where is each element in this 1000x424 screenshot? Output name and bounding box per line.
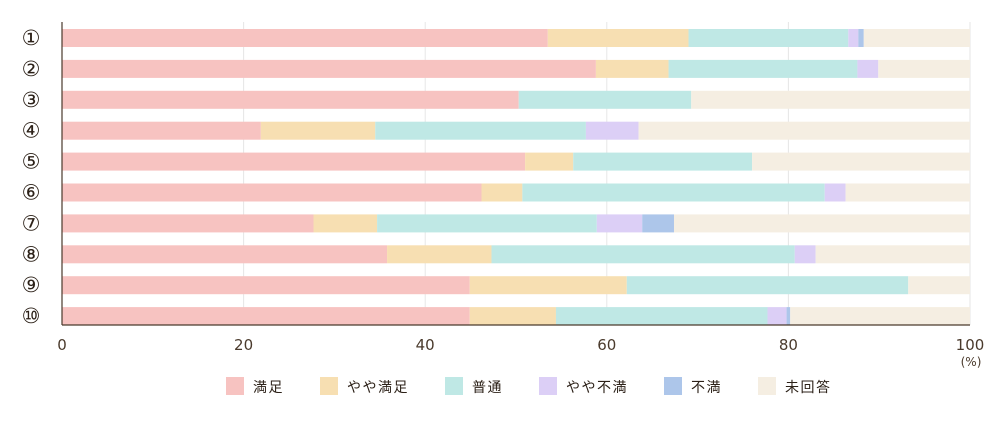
bar-10-series-1 xyxy=(62,307,470,326)
x-tick-label-80: 80 xyxy=(779,336,798,354)
x-tick-label-60: 60 xyxy=(597,336,616,354)
bar-10-series-2 xyxy=(469,307,556,326)
x-tick-label-0: 0 xyxy=(57,336,67,354)
bar-1-series-5 xyxy=(858,29,864,47)
bar-1-series-2 xyxy=(547,29,689,47)
bar-5-series-3 xyxy=(573,152,753,171)
legend-label-3: 普通 xyxy=(472,380,503,396)
bar-9-series-1 xyxy=(62,276,470,295)
bar-3-series-1 xyxy=(62,90,519,109)
bar-7-series-3 xyxy=(377,214,597,233)
bars xyxy=(62,29,970,326)
legend: 満足 やや満足 普通 やや不満 不満 未回答 xyxy=(226,377,832,396)
category-label-2: ② xyxy=(22,57,41,81)
bar-4-series-6 xyxy=(638,121,970,140)
category-label-1: ① xyxy=(22,26,41,50)
x-tick-label-40: 40 xyxy=(416,336,435,354)
bar-6-series-3 xyxy=(522,183,825,202)
x-tick-label-20: 20 xyxy=(234,336,253,354)
legend-swatch-1 xyxy=(226,377,244,395)
x-unit-label: (%) xyxy=(961,355,982,369)
legend-label-6: 未回答 xyxy=(785,379,832,396)
bar-8-series-4 xyxy=(794,245,816,264)
legend-label-2: やや満足 xyxy=(347,380,409,396)
bar-8-series-6 xyxy=(815,245,970,264)
bar-3-series-3 xyxy=(518,90,692,109)
bar-8-series-2 xyxy=(387,245,492,264)
bar-6-series-4 xyxy=(824,183,846,202)
bar-7-series-4 xyxy=(596,214,643,233)
bar-1-series-4 xyxy=(848,29,859,47)
legend-swatch-5 xyxy=(664,377,682,395)
bar-6-series-2 xyxy=(481,183,523,202)
bar-7-series-5 xyxy=(642,214,674,233)
category-label-9: ⑨ xyxy=(22,273,41,297)
bar-10-series-6 xyxy=(790,307,970,326)
bar-1-series-1 xyxy=(62,29,548,47)
bar-1-series-6 xyxy=(863,29,970,47)
category-label-7: ⑦ xyxy=(22,211,41,235)
category-label-5: ⑤ xyxy=(22,150,41,174)
bar-7-series-1 xyxy=(62,214,314,233)
bar-9-series-3 xyxy=(626,276,909,295)
bar-3-series-6 xyxy=(691,90,970,109)
bar-2-series-2 xyxy=(595,59,669,78)
legend-label-1: 満足 xyxy=(253,380,284,396)
bar-10-series-4 xyxy=(767,307,787,326)
bar-2-series-4 xyxy=(857,59,879,78)
bar-4-series-2 xyxy=(260,121,376,140)
bar-1-series-3 xyxy=(688,29,849,47)
bar-4-series-1 xyxy=(62,121,261,140)
bar-2-series-6 xyxy=(878,59,970,78)
category-label-10: ⑩ xyxy=(22,304,41,328)
x-tick-labels: 0 20 40 60 80 100 xyxy=(57,336,984,354)
bar-9-series-2 xyxy=(469,276,627,295)
bar-5-series-2 xyxy=(525,152,574,171)
bar-7-series-2 xyxy=(313,214,378,233)
legend-label-5: 不満 xyxy=(691,380,722,396)
category-label-8: ⑧ xyxy=(22,242,41,266)
bar-6-series-1 xyxy=(62,183,482,202)
legend-swatch-3 xyxy=(445,377,463,395)
bar-10-series-5 xyxy=(786,307,791,326)
bar-2-series-3 xyxy=(668,59,858,78)
legend-swatch-4 xyxy=(539,377,557,395)
legend-swatch-2 xyxy=(320,377,338,395)
bar-9-series-6 xyxy=(908,276,970,295)
bar-4-series-3 xyxy=(375,121,586,140)
category-label-6: ⑥ xyxy=(22,181,41,205)
bar-2-series-1 xyxy=(62,59,596,78)
bar-8-series-3 xyxy=(491,245,795,264)
category-label-3: ③ xyxy=(22,88,41,112)
category-label-4: ④ xyxy=(22,119,41,143)
bar-6-series-6 xyxy=(845,183,970,202)
bar-5-series-6 xyxy=(752,152,970,171)
x-tick-label-100: 100 xyxy=(956,336,985,354)
bar-8-series-1 xyxy=(62,245,388,264)
legend-swatch-6 xyxy=(758,377,776,395)
bar-7-series-6 xyxy=(673,214,970,233)
bar-5-series-1 xyxy=(62,152,526,171)
bar-4-series-4 xyxy=(585,121,639,140)
legend-label-4: やや不満 xyxy=(566,380,628,396)
bar-10-series-3 xyxy=(555,307,768,326)
